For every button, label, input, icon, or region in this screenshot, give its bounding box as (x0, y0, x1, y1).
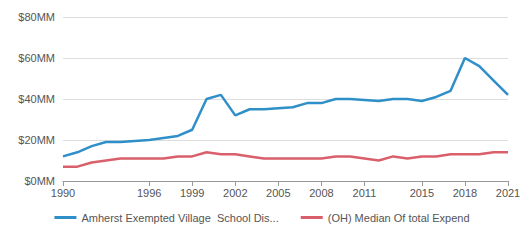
svg-text:2008: 2008 (309, 187, 333, 199)
svg-text:$20MM: $20MM (18, 134, 55, 146)
svg-text:2015: 2015 (410, 187, 434, 199)
svg-text:$40MM: $40MM (18, 93, 55, 105)
svg-text:1999: 1999 (180, 187, 204, 199)
svg-text:$0MM: $0MM (24, 175, 55, 187)
svg-text:$80MM: $80MM (18, 11, 55, 23)
svg-text:2002: 2002 (223, 187, 247, 199)
svg-text:$60MM: $60MM (18, 52, 55, 64)
svg-text:2018: 2018 (453, 187, 477, 199)
svg-text:Amherst Exempted Village Scho: Amherst Exempted Village School Dis... (81, 212, 278, 224)
svg-text:2011: 2011 (353, 187, 377, 199)
svg-text:1996: 1996 (137, 187, 161, 199)
svg-text:(OH) Median Of total Expend: (OH) Median Of total Expend (328, 212, 470, 224)
svg-text:2021: 2021 (496, 187, 520, 199)
svg-text:1990: 1990 (51, 187, 75, 199)
svg-text:2005: 2005 (266, 187, 290, 199)
